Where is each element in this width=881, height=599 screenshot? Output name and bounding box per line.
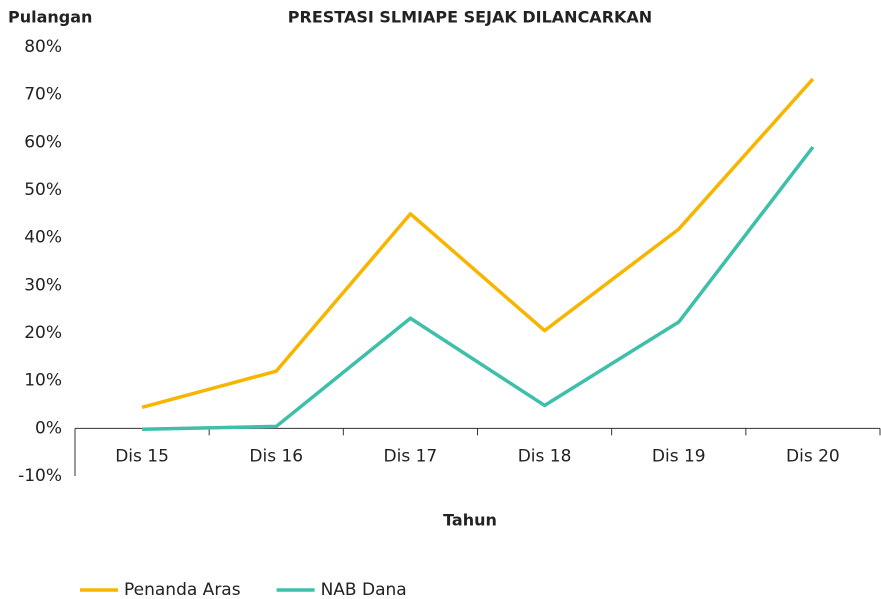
x-tick-label: Dis 20: [786, 446, 840, 466]
y-tick-label: 10%: [24, 371, 62, 391]
x-tick-label: Dis 15: [115, 446, 169, 466]
y-tick-label: 20%: [24, 323, 62, 343]
y-tick-label: 80%: [24, 37, 62, 57]
y-tick-label: 30%: [24, 275, 62, 295]
y-tick-label: 60%: [24, 132, 62, 152]
x-tick-label: Dis 18: [518, 446, 572, 466]
y-tick-label: -10%: [18, 466, 62, 486]
x-axis-title: Tahun: [443, 511, 497, 530]
y-tick-label: 70%: [24, 85, 62, 105]
x-tick-label: Dis 16: [249, 446, 303, 466]
y-tick-label: 40%: [24, 228, 62, 248]
chart-title: PRESTASI SLMIAPE SEJAK DILANCARKAN: [288, 8, 652, 27]
series-line: [142, 146, 815, 432]
y-axis-title: Pulangan: [8, 8, 92, 27]
legend-label: NAB Dana: [321, 580, 407, 599]
x-tick-label: Dis 19: [652, 446, 706, 466]
y-tick-label: 0%: [35, 418, 62, 438]
series-line: [141, 77, 815, 410]
y-tick-label: 50%: [24, 180, 62, 200]
legend-label: Penanda Aras: [124, 580, 241, 599]
x-tick-label: Dis 17: [384, 446, 438, 466]
